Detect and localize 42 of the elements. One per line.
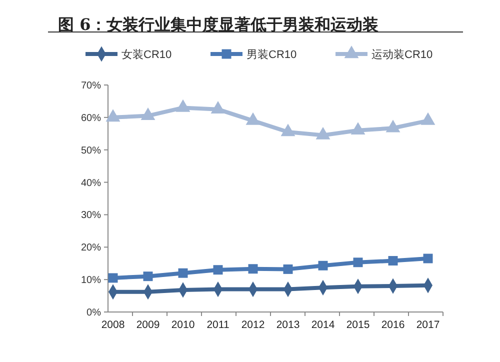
point	[176, 99, 190, 112]
point	[283, 264, 293, 274]
point	[280, 124, 296, 136]
y-tick-label: 0%	[86, 308, 102, 318]
point	[316, 126, 330, 140]
chart-title: 图 6：女装行业集中度显著低于男装和运动装	[58, 15, 379, 34]
y-tick-label: 20%	[80, 242, 102, 254]
point	[178, 268, 188, 278]
point	[386, 120, 400, 132]
point	[318, 260, 328, 270]
point	[140, 107, 156, 120]
point	[210, 100, 226, 114]
point	[353, 258, 363, 268]
y-tick-label: 10%	[80, 275, 102, 286]
x-tick-label: 2008	[101, 319, 125, 331]
y-tick-label: 50%	[80, 145, 102, 156]
point	[248, 264, 258, 274]
legend-label: 运动装CR10	[372, 48, 433, 61]
point	[420, 112, 436, 125]
point	[246, 112, 260, 125]
x-tick-label: 2014	[311, 319, 335, 331]
legend-label: 男装CR10	[246, 48, 297, 61]
x-tick-label: 2016	[381, 319, 405, 331]
x-tick-label: 2010	[171, 319, 195, 331]
point	[143, 272, 153, 282]
x-tick-label: 2009	[136, 319, 160, 331]
point	[106, 109, 120, 122]
point	[388, 256, 398, 266]
point	[350, 122, 366, 135]
x-tick-label: 2015	[346, 319, 370, 331]
y-tick-label: 60%	[80, 112, 102, 124]
x-tick-label: 2013	[276, 319, 300, 331]
point	[108, 273, 118, 283]
x-tick-label: 2011	[206, 319, 230, 331]
point	[213, 265, 223, 275]
point	[423, 254, 433, 264]
y-tick-label: 40%	[80, 178, 102, 189]
x-tick-label: 2012	[241, 319, 265, 331]
legend-label: 女装CR10	[122, 48, 172, 61]
y-tick-label: 70%	[80, 80, 102, 92]
x-tick-label: 2017	[416, 319, 440, 331]
y-tick-label: 30%	[80, 210, 102, 222]
